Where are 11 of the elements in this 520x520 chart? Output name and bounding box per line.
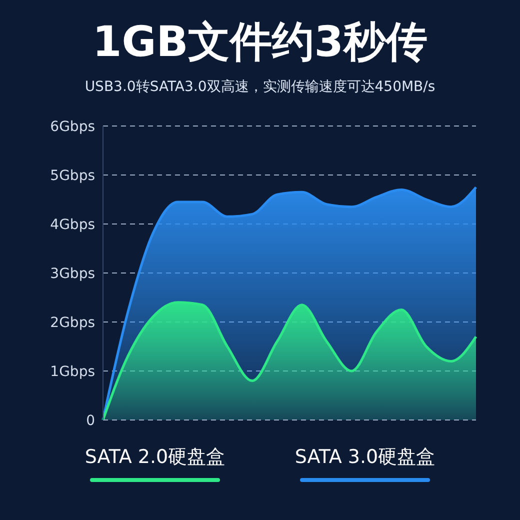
y-tick-label: 2Gbps (50, 314, 95, 331)
series-label: SATA 2.0硬盘盒 (84, 445, 226, 470)
y-tick-label: 3Gbps (50, 266, 95, 282)
chart-title: 1GB文件约3秒传 (92, 16, 428, 68)
y-tick-label: 4Gbps (50, 216, 95, 233)
y-tick-label: 5Gbps (50, 168, 95, 184)
y-tick-label: 0 (86, 412, 95, 429)
series-label: SATA 3.0硬盘盒 (294, 445, 436, 470)
y-tick-label: 6Gbps (50, 118, 95, 135)
y-tick-label: 1Gbps (50, 364, 95, 380)
chart-subtitle: USB3.0转SATA3.0双高速，实测传输速度可达450MB/s (84, 78, 436, 96)
